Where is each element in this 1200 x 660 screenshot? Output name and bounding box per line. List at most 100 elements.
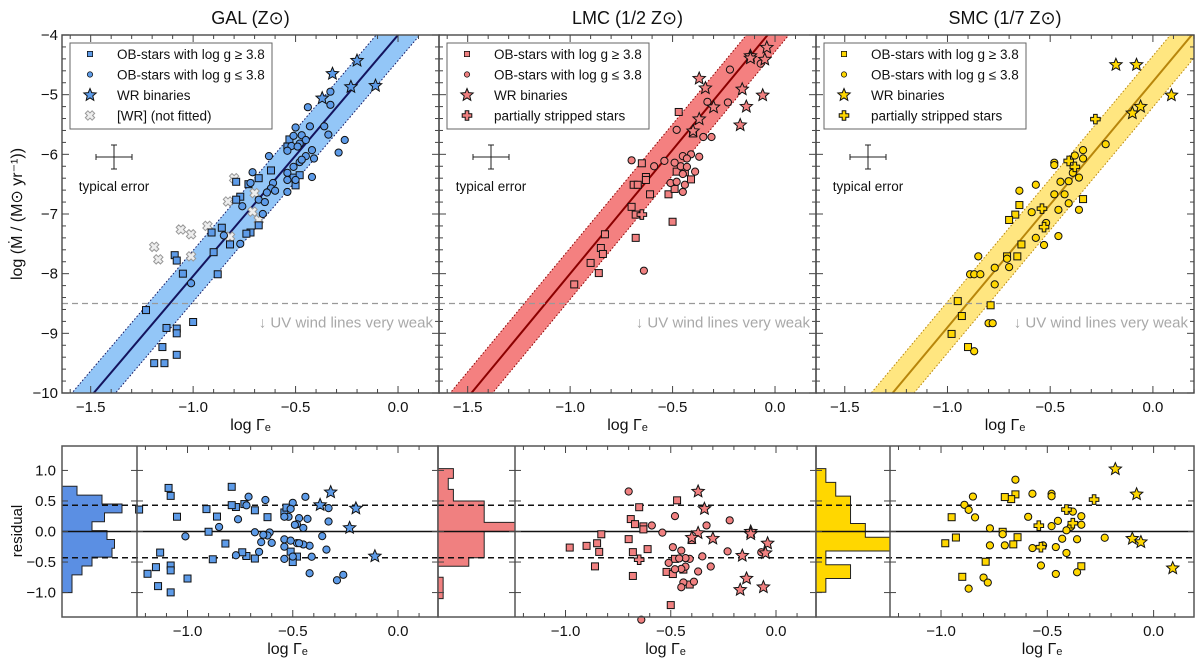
circle-marker [294,539,304,548]
circle-marker [985,541,995,550]
x-axis-label: log Γₑ [230,417,271,434]
square-marker [597,530,606,539]
circle-marker [1028,543,1037,553]
residual-x-tick-label: 0.0 [766,623,787,640]
legend-box [446,42,650,130]
square-marker [687,175,696,184]
square-marker [951,533,960,542]
square-marker [598,249,607,258]
square-marker [162,323,171,332]
band-edge-line [449,35,748,393]
circle-marker [678,187,687,197]
square-marker [641,175,650,184]
star-marker [760,535,776,550]
star-marker [1163,87,1179,102]
star-marker [732,117,748,132]
circle-marker [1053,516,1063,525]
x-tick-label: −0.5 [658,399,688,416]
legend-label: OB-stars with log g ≤ 3.8 [494,68,642,83]
star-marker [314,90,330,105]
square-marker [1011,210,1020,219]
circle-marker [624,487,633,496]
circle-marker [1100,533,1109,542]
circle-marker [303,514,312,523]
star-marker [743,526,759,541]
circle-marker [682,162,692,171]
plus-marker [1036,203,1048,214]
circle-marker [463,71,471,78]
circle-marker [290,520,299,529]
star-marker [734,81,750,96]
circle-marker [307,146,317,155]
square-marker [172,512,181,521]
circle-marker [264,152,274,161]
circle-marker [1039,240,1049,250]
circle-marker [1011,475,1020,484]
circle-marker [246,178,255,188]
square-marker [263,513,272,522]
circle-marker [286,504,295,513]
uv-limit-label: ↓ UV wind lines very weak [636,315,811,332]
circle-marker [970,347,979,356]
square-marker [213,270,222,279]
xcross-shape [152,253,164,265]
panel-plot-area: ↓ UV wind lines very weak [816,35,1194,393]
circle-marker [974,252,983,261]
circle-marker [694,567,703,576]
square-marker [166,588,175,597]
square-marker [172,329,181,338]
y-tick-label: −4 [41,27,58,44]
star-marker [348,500,364,515]
circle-marker [968,492,978,501]
wr-not-fitted-marker [249,187,260,199]
circle-marker [233,515,243,524]
residual-x-tick-label: −0.5 [656,623,686,640]
uv-limit-label: ↓ UV wind lines very weak [1014,315,1189,332]
circle-marker [1064,199,1073,208]
star-marker [743,50,758,65]
circle-marker [303,103,312,112]
square-marker [624,535,633,544]
circle-marker [326,87,335,96]
circle-marker [672,125,681,134]
circle-marker [698,552,707,561]
square-marker [217,223,226,232]
square-marker [254,174,263,183]
circle-marker [1064,177,1073,186]
circle-marker [291,175,300,185]
xcross-shape [84,110,96,121]
star-marker [323,484,339,499]
circle-marker [289,162,298,171]
circle-marker [301,135,310,145]
circle-marker [670,512,680,521]
square-marker [565,543,574,552]
circle-marker [248,168,257,177]
circle-marker [725,65,735,74]
square-marker [600,230,609,239]
square-marker [639,525,648,534]
xcross-shape [185,250,197,262]
circle-marker [242,501,251,510]
circle-marker [1074,173,1084,182]
circle-marker [270,186,280,195]
circle-marker [627,156,636,165]
wr-not-fitted-marker [84,110,96,121]
residual-x-tick-label: −0.5 [1033,623,1063,640]
square-marker [590,562,599,571]
legend-label: OB-stars with log g ≥ 3.8 [117,47,265,62]
circle-marker [1005,263,1014,272]
star-marker [1108,56,1124,72]
circle-marker [305,122,315,131]
square-marker [212,512,221,521]
circle-marker [1036,561,1046,570]
circle-marker [725,516,734,525]
star-marker [367,548,383,563]
xcross-shape [222,196,234,207]
legend-label: OB-stars with log g ≤ 3.8 [117,68,265,83]
square-marker [164,483,173,492]
square-marker [1079,195,1088,204]
star-marker [691,70,707,85]
circle-marker [702,521,711,530]
circle-marker [320,122,329,131]
